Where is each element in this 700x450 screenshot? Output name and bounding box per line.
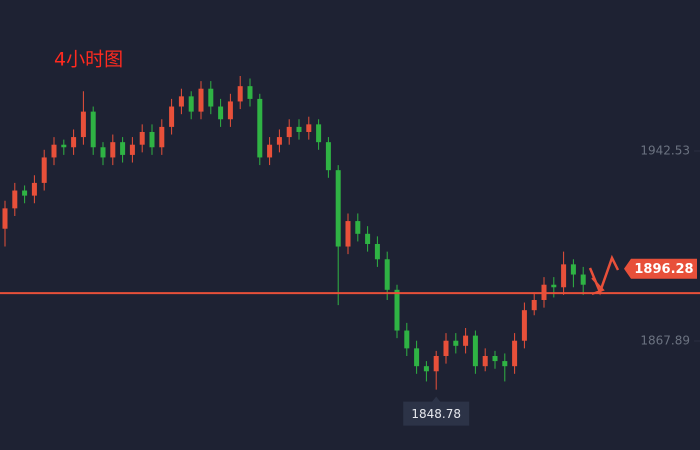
candle-body	[521, 310, 527, 341]
candle-body	[423, 366, 429, 372]
candle-body	[365, 233, 371, 244]
candle-body	[100, 147, 106, 158]
candle-body	[227, 101, 233, 120]
candle-body	[570, 264, 576, 275]
low-marker-box	[403, 396, 470, 426]
candle-body	[316, 124, 322, 143]
candle-body	[71, 137, 77, 148]
chart-title: 4小时图	[54, 49, 123, 71]
candle-body	[257, 98, 263, 158]
candle-body	[394, 289, 400, 331]
candle-body	[120, 142, 126, 155]
candle-body	[12, 190, 18, 209]
candle-body	[531, 299, 537, 311]
candle-body	[110, 142, 116, 158]
candle-body	[472, 335, 478, 367]
candle-body	[355, 221, 361, 234]
candle-body	[306, 124, 312, 132]
candle-body	[90, 111, 96, 148]
candle-body	[267, 144, 273, 158]
y-tick-label: 1942.53	[640, 144, 690, 158]
candle-body	[482, 355, 488, 367]
candle-body	[276, 137, 282, 145]
candle-body	[80, 111, 86, 138]
candle-body	[2, 208, 8, 229]
candle-body	[218, 106, 224, 120]
candle-body	[404, 330, 410, 349]
candle-body	[384, 259, 390, 290]
candle-body	[139, 131, 145, 145]
candle-body	[512, 340, 518, 367]
candle-body	[247, 86, 253, 99]
candle-body	[345, 221, 351, 247]
candle-body	[453, 340, 459, 346]
price-marker-label: 1896.28	[634, 262, 693, 277]
candle-body	[286, 126, 292, 138]
candle-body	[325, 142, 331, 171]
candle-body	[188, 96, 194, 112]
candle-body	[129, 144, 135, 155]
candle-body	[178, 96, 184, 107]
candle-body	[502, 361, 508, 367]
price-marker-box	[624, 258, 697, 279]
candle-body	[51, 144, 57, 158]
candle-body	[237, 86, 243, 102]
low-marker-label: 1848.78	[411, 407, 461, 421]
candle-body	[22, 190, 28, 196]
candle-body	[463, 335, 469, 346]
candle-body	[561, 264, 567, 288]
candle-body	[149, 131, 155, 148]
candle-body	[433, 355, 439, 372]
candle-body	[208, 88, 214, 107]
candle-body	[414, 348, 420, 367]
candle-body	[296, 126, 302, 132]
candle-body	[61, 144, 67, 148]
y-tick-label: 1867.89	[640, 334, 690, 348]
candle-body	[492, 355, 498, 362]
candle-body	[551, 284, 557, 288]
candle-body	[31, 182, 37, 196]
candle-body	[374, 243, 380, 260]
candle-body	[169, 106, 175, 127]
candle-body	[41, 157, 47, 183]
candle-body	[443, 340, 449, 356]
candle-body	[580, 274, 586, 285]
candle-body	[159, 126, 165, 148]
candles	[2, 75, 586, 390]
candle-body	[335, 170, 341, 247]
candle-body	[198, 88, 204, 112]
